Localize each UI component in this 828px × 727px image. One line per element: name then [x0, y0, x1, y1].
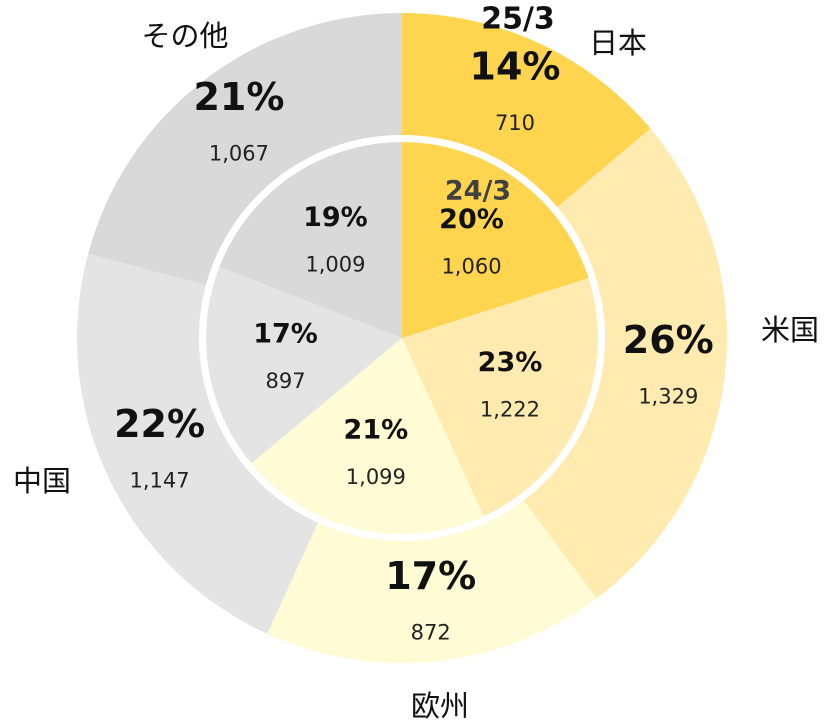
- value-label: 1,222: [480, 398, 540, 422]
- slice: [402, 142, 589, 338]
- value-label: 897: [265, 369, 305, 393]
- slice: [267, 500, 597, 663]
- value-label: 1,147: [130, 468, 190, 492]
- value-label: 1,329: [638, 385, 698, 409]
- category-label: その他: [141, 19, 228, 53]
- slice: [523, 128, 728, 599]
- slice: [402, 278, 598, 517]
- category-label: 中国: [13, 464, 71, 498]
- series-name: 24/3: [445, 176, 511, 207]
- slice: [205, 266, 402, 464]
- slice: [251, 338, 484, 534]
- percent-label: 14%: [470, 44, 561, 88]
- value-label: 872: [411, 620, 451, 644]
- percent-label: 20%: [439, 204, 504, 235]
- value-label: 1,099: [346, 465, 406, 489]
- value-label: 1,067: [209, 141, 269, 165]
- percent-label: 19%: [303, 202, 368, 233]
- percent-label: 21%: [344, 415, 409, 446]
- series-name: 25/3: [481, 2, 555, 37]
- percent-label: 17%: [385, 554, 476, 598]
- category-label: 米国: [761, 313, 819, 347]
- ring-gap: [199, 135, 605, 541]
- percent-label: 22%: [114, 402, 205, 446]
- value-label: 1,009: [305, 253, 365, 277]
- category-label: 日本: [589, 26, 647, 60]
- value-label: 1,060: [441, 255, 501, 279]
- percent-label: 21%: [193, 75, 284, 119]
- slice: [219, 142, 402, 338]
- percent-label: 26%: [623, 318, 714, 362]
- slice: [402, 13, 651, 208]
- percent-label: 17%: [253, 318, 318, 349]
- value-label: 710: [495, 111, 535, 135]
- percent-label: 23%: [478, 347, 543, 378]
- slice: [88, 13, 402, 286]
- category-label: 欧州: [411, 689, 469, 723]
- slice: [77, 253, 318, 634]
